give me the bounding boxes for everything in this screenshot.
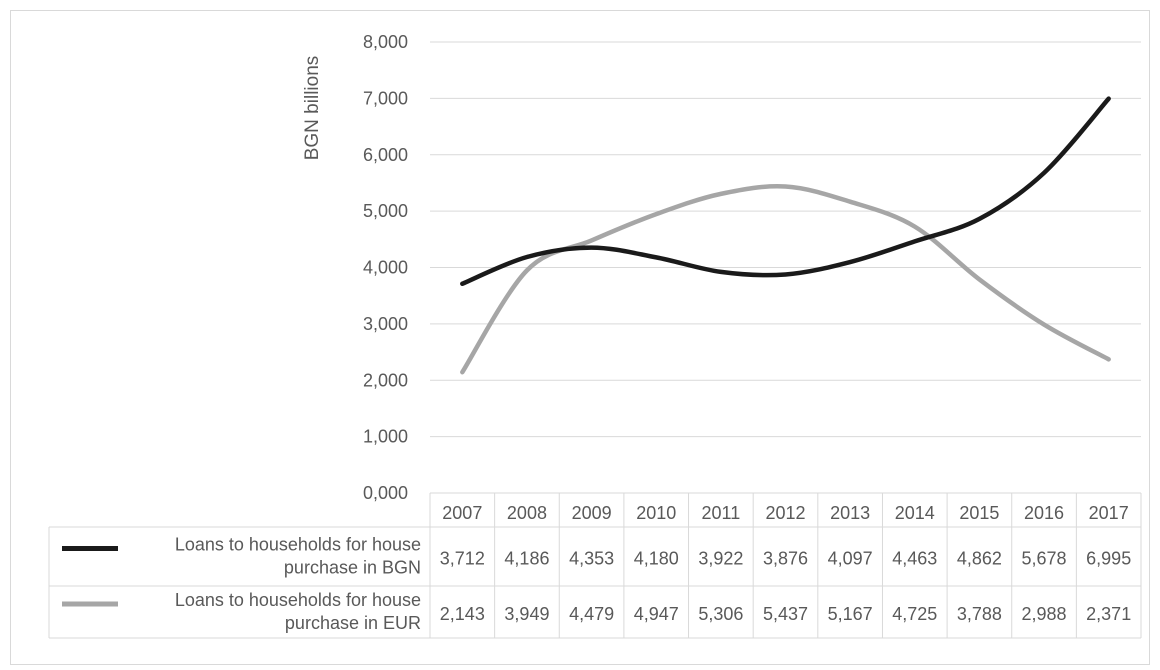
y-tick-label: 8,000: [363, 32, 408, 52]
y-axis-title: BGN billions: [302, 56, 323, 161]
data-table-value: 3,922: [698, 549, 743, 569]
data-table-value: 4,947: [634, 604, 679, 624]
y-tick-label: 0,000: [363, 483, 408, 503]
x-tick-label: 2009: [572, 503, 612, 523]
data-table-value: 3,788: [957, 604, 1002, 624]
data-table-value: 4,353: [569, 549, 614, 569]
series-line: [460, 183, 1111, 375]
data-table-value: 4,463: [892, 549, 937, 569]
x-tick-label: 2010: [636, 503, 676, 523]
data-table-value: 3,712: [440, 549, 485, 569]
data-table-value: 2,988: [1022, 604, 1067, 624]
series-lines: [460, 96, 1111, 375]
data-table-value: 5,678: [1022, 549, 1067, 569]
data-table-value: 4,097: [828, 549, 873, 569]
x-tick-label: 2008: [507, 503, 547, 523]
data-table-value: 5,306: [698, 604, 743, 624]
x-tick-label: 2014: [895, 503, 935, 523]
y-axis-ticks: 0,000 1,000 2,000 3,000 4,000 5,000 6,000 7,000…: [363, 32, 408, 503]
data-table-value: 4,862: [957, 549, 1002, 569]
x-tick-label: 2011: [702, 503, 741, 523]
data-table-value: 3,949: [504, 604, 549, 624]
x-tick-label: 2013: [830, 503, 870, 523]
x-tick-label: 2016: [1024, 503, 1064, 523]
legend-label: Loans to households for house: [175, 535, 421, 555]
x-tick-label: 2007: [442, 503, 482, 523]
legend-label: purchase in EUR: [285, 613, 421, 633]
data-table-value: 3,876: [763, 549, 808, 569]
y-tick-label: 1,000: [363, 427, 408, 447]
data-table-value: 4,479: [569, 604, 614, 624]
data-table: 2007 2008 2009 2010 2011 2012 2013 2014 2015 2016…: [48, 492, 1142, 639]
x-tick-label: 2015: [959, 503, 999, 523]
chart-frame: [10, 10, 1150, 665]
x-tick-label: 2012: [765, 503, 805, 523]
y-tick-label: 4,000: [363, 258, 408, 278]
data-table-value: 5,437: [763, 604, 808, 624]
data-table-value: 5,167: [828, 604, 873, 624]
data-table-value: 4,180: [634, 549, 679, 569]
data-table-value: 6,995: [1086, 549, 1131, 569]
gridlines: [430, 41, 1141, 438]
data-table-value: 2,143: [440, 604, 485, 624]
y-tick-label: 7,000: [363, 88, 408, 108]
legend-label: purchase in BGN: [284, 558, 421, 578]
series-line: [460, 96, 1111, 286]
y-tick-label: 3,000: [363, 314, 408, 334]
y-tick-label: 6,000: [363, 145, 408, 165]
y-tick-label: 5,000: [363, 201, 408, 221]
data-table-value: 4,725: [892, 604, 937, 624]
data-table-value: 2,371: [1086, 604, 1131, 624]
x-tick-label: 2017: [1089, 503, 1129, 523]
legend-label: Loans to households for house: [175, 590, 421, 610]
y-tick-label: 2,000: [363, 370, 408, 390]
data-table-value: 4,186: [504, 549, 549, 569]
